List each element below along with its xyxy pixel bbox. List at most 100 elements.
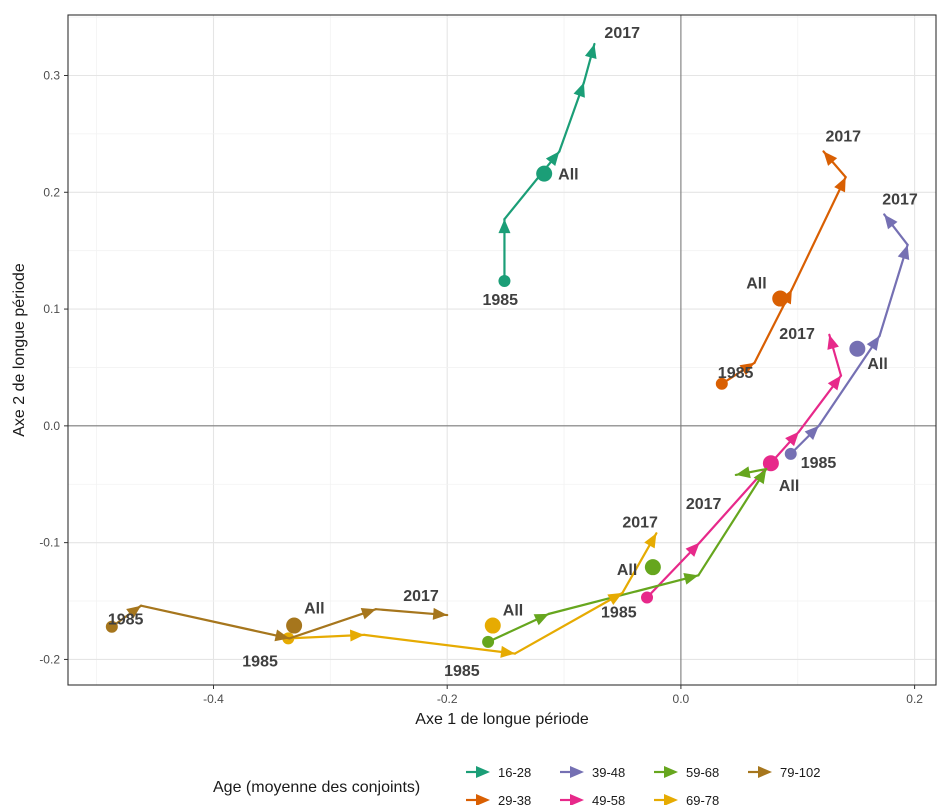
- x-tick-label: 0.0: [673, 692, 690, 706]
- path-segment: [817, 334, 881, 427]
- path-segment: [139, 604, 291, 640]
- legend-item-79-102: 79-102: [748, 765, 820, 780]
- all-label: All: [503, 603, 523, 620]
- plot-panel-background: [68, 15, 936, 685]
- arrowhead: [739, 362, 755, 376]
- path-segment: [697, 467, 768, 577]
- end-year-label: 2017: [604, 25, 640, 42]
- arrowhead: [360, 607, 376, 620]
- x-tick-label: -0.4: [203, 692, 224, 706]
- y-tick-label: 0.0: [43, 419, 60, 433]
- all-point: [286, 617, 303, 634]
- arrowhead: [126, 605, 142, 619]
- legend-key-arrow: [570, 766, 584, 778]
- arrowhead: [432, 607, 448, 620]
- path-segment: [503, 150, 561, 221]
- start-year-label: 1985: [242, 653, 278, 670]
- end-year-label: 2017: [825, 128, 861, 145]
- y-tick-label: -0.2: [39, 652, 60, 666]
- arrowhead: [584, 43, 597, 60]
- series-79-102: [105, 604, 449, 642]
- all-label: All: [746, 276, 766, 293]
- legend-label: 59-68: [686, 765, 719, 780]
- y-axis-title: Axe 2 de longue période: [11, 263, 28, 437]
- start-point: [105, 620, 118, 633]
- y-tick-label: 0.2: [43, 185, 60, 199]
- y-tick-label: -0.1: [39, 536, 60, 550]
- arrowhead: [735, 466, 751, 479]
- arrowhead: [897, 244, 910, 260]
- start-year-label: 1985: [482, 292, 518, 309]
- y-tick-label: 0.3: [43, 68, 60, 82]
- legend-key-arrow: [476, 766, 490, 778]
- reference-lines: [68, 15, 936, 685]
- start-year-label: 1985: [801, 455, 837, 472]
- series-39-48: [784, 213, 910, 460]
- legend-item-69-78: 69-78: [654, 793, 719, 805]
- legend-label: 49-58: [592, 793, 625, 805]
- arrowhead: [607, 592, 623, 605]
- end-year-label: 2017: [403, 588, 439, 605]
- legend-label: 16-28: [498, 765, 531, 780]
- series-paths: [105, 42, 910, 658]
- series-16-28: [498, 42, 597, 288]
- x-tick-label: 0.2: [906, 692, 923, 706]
- series-69-78: [282, 532, 658, 658]
- arrowhead: [349, 629, 365, 642]
- x-axis-ticks: -0.4 -0.2 0.0 0.2: [203, 685, 923, 706]
- all-label: All: [779, 478, 799, 495]
- end-year-label: 2017: [622, 514, 658, 531]
- y-tick-label: 0.1: [43, 302, 60, 316]
- path-segment: [288, 608, 378, 640]
- arrowhead: [685, 542, 700, 557]
- all-label: All: [617, 562, 637, 579]
- end-year-label: 2017: [779, 326, 815, 343]
- all-label: All: [558, 167, 578, 184]
- start-year-label: 1985: [108, 612, 144, 629]
- all-label: All: [867, 356, 887, 373]
- path-segment: [513, 591, 624, 655]
- start-point: [482, 635, 495, 648]
- arrowhead: [866, 335, 880, 351]
- series-49-58: [641, 333, 843, 604]
- legend-key-arrow: [758, 766, 772, 778]
- legend-label: 39-48: [592, 765, 625, 780]
- arrowhead: [498, 219, 511, 234]
- legend-key-arrow: [664, 794, 678, 805]
- all-point: [849, 340, 866, 357]
- x-tick-label: -0.2: [437, 692, 458, 706]
- point-labels: 19852017All19852017All19852017All1985201…: [108, 25, 918, 680]
- legend-label: 69-78: [686, 793, 719, 805]
- start-year-label: 1985: [718, 365, 754, 382]
- arrowhead: [500, 645, 515, 658]
- arrowhead: [827, 334, 839, 350]
- all-point: [484, 617, 501, 634]
- legend-key-arrow: [476, 794, 490, 805]
- legend-label: 29-38: [498, 793, 531, 805]
- path-segment: [363, 633, 517, 655]
- arrowhead: [545, 151, 560, 167]
- series-59-68: [482, 466, 768, 648]
- start-point: [715, 377, 728, 390]
- start-year-label: 1985: [601, 605, 637, 622]
- y-axis-ticks: -0.2 -0.1 0.0 0.1 0.2 0.3: [39, 68, 68, 666]
- series-29-38: [715, 150, 847, 390]
- arrowhead: [644, 533, 657, 549]
- legend-item-39-48: 39-48: [560, 765, 625, 780]
- path-segment: [698, 430, 801, 544]
- all-label: All: [304, 601, 324, 618]
- arrowhead: [753, 469, 767, 485]
- legend-key-arrow: [570, 794, 584, 805]
- all-point: [644, 559, 661, 576]
- start-point: [784, 447, 797, 460]
- arrowhead: [823, 151, 838, 166]
- arrowhead: [804, 425, 819, 440]
- end-year-label: 2017: [882, 191, 918, 208]
- start-year-label: 1985: [444, 663, 480, 680]
- path-segment: [790, 175, 847, 291]
- path-segment: [547, 574, 700, 615]
- plot-panel-border: [67, 14, 937, 686]
- arrowhead: [533, 613, 549, 626]
- legend-title: Age (moyenne des conjoints): [213, 779, 420, 796]
